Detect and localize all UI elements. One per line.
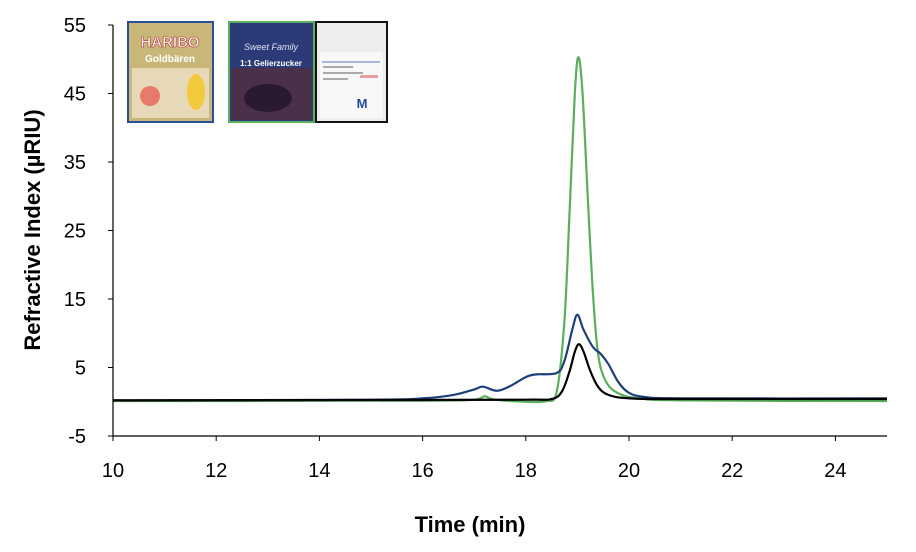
x-tick-label: 24 [824, 460, 846, 482]
y-axis-title: Refractive Index (µRIU) [20, 109, 45, 350]
haribo-logo: HARIBO [140, 34, 199, 51]
y-tick-label: 55 [64, 15, 86, 37]
x-tick-label: 20 [618, 460, 640, 482]
inset-sucrose-bottle-photo: M [315, 21, 388, 123]
sweet-family-logo: Sweet Family [244, 42, 299, 52]
gelierzucker-label: 1:1 Gelierzucker [240, 59, 302, 68]
inset-haribo-photo: HARIBO Goldbären [127, 21, 214, 123]
y-tick-label: 25 [64, 221, 86, 243]
y-tick-label: 35 [64, 152, 86, 174]
x-tick-label: 18 [515, 460, 537, 482]
x-tick-label: 12 [205, 460, 227, 482]
series-line-3 [112, 343, 888, 402]
x-tick-label: 14 [308, 460, 330, 482]
y-tick-label: 15 [64, 289, 86, 311]
haribo-sub: Goldbären [145, 54, 195, 65]
series-line-1 [112, 56, 888, 404]
merck-logo: M [357, 96, 368, 111]
series-line-2 [112, 313, 888, 402]
y-tick-label: 5 [75, 358, 86, 380]
x-tick-label: 10 [102, 460, 124, 482]
x-tick-label: 22 [721, 460, 743, 482]
y-tick-label: -5 [68, 426, 86, 448]
x-tick-label: 16 [411, 460, 433, 482]
x-axis-title: Time (min) [415, 512, 526, 537]
y-tick-label: 45 [64, 84, 86, 106]
inset-gelierzucker-photo: Sweet Family 1:1 Gelierzucker [228, 21, 315, 123]
